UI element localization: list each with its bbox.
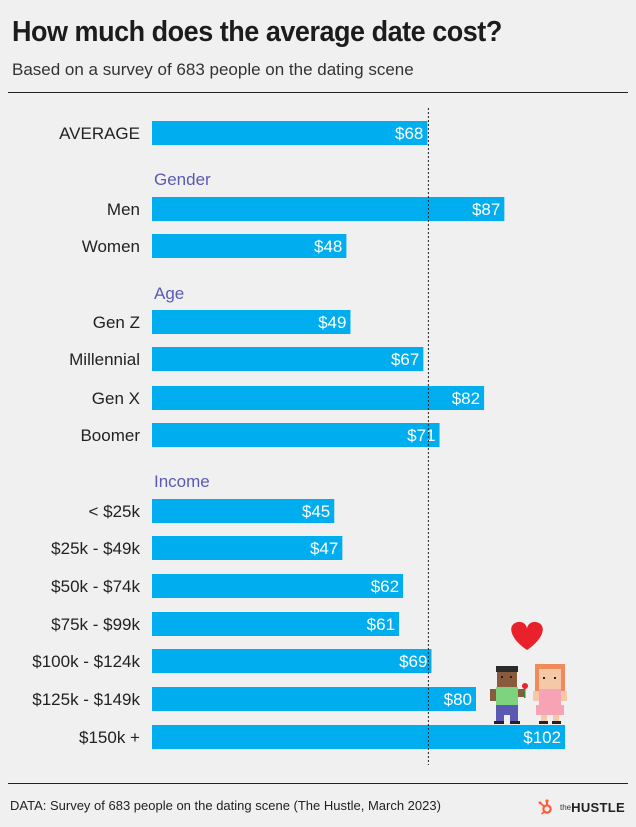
value-label: $61 bbox=[367, 615, 395, 634]
bar bbox=[152, 499, 335, 523]
category-label: $50k - $74k bbox=[51, 577, 140, 596]
chart-subtitle: Based on a survey of 683 people on the d… bbox=[12, 60, 414, 79]
value-label: $102 bbox=[523, 728, 561, 747]
category-label: Boomer bbox=[80, 426, 140, 445]
value-label: $80 bbox=[444, 690, 472, 709]
bar bbox=[152, 386, 485, 410]
couple-illustration bbox=[490, 621, 567, 724]
group-label: Age bbox=[154, 284, 184, 303]
brand-logo: the HUSTLE bbox=[538, 799, 625, 815]
heart-icon bbox=[511, 621, 543, 650]
bar bbox=[152, 687, 476, 711]
category-label: $100k - $124k bbox=[32, 652, 140, 671]
value-label: $47 bbox=[310, 539, 338, 558]
category-label: AVERAGE bbox=[59, 124, 140, 143]
category-label: $25k - $49k bbox=[51, 539, 140, 558]
group-label: Gender bbox=[154, 170, 211, 189]
bar bbox=[152, 310, 351, 334]
group-label: Income bbox=[154, 472, 210, 491]
bar bbox=[152, 725, 566, 749]
value-label: $62 bbox=[371, 577, 399, 596]
value-label: $67 bbox=[391, 350, 419, 369]
value-label: $71 bbox=[407, 426, 435, 445]
brand-prefix: the bbox=[560, 802, 572, 812]
hubspot-sprocket-icon bbox=[538, 799, 552, 815]
category-label: Men bbox=[107, 200, 140, 219]
bar bbox=[152, 423, 440, 447]
bar bbox=[152, 649, 432, 673]
value-label: $48 bbox=[314, 237, 342, 256]
bar bbox=[152, 536, 343, 560]
value-label: $45 bbox=[302, 502, 330, 521]
category-label: Women bbox=[82, 237, 140, 256]
bar bbox=[152, 612, 400, 636]
bar bbox=[152, 121, 428, 145]
girl-figure-icon bbox=[533, 664, 567, 724]
source-note: DATA: Survey of 683 people on the dating… bbox=[10, 798, 441, 813]
top-divider bbox=[8, 92, 628, 93]
category-label: Gen X bbox=[92, 389, 140, 408]
category-label: Gen Z bbox=[93, 313, 140, 332]
category-label: $125k - $149k bbox=[32, 690, 140, 709]
category-label: < $25k bbox=[88, 502, 140, 521]
bar bbox=[152, 234, 347, 258]
bar bbox=[152, 574, 404, 598]
flower-icon bbox=[522, 683, 528, 698]
chart-title: How much does the average date cost? bbox=[12, 16, 502, 48]
bar bbox=[152, 347, 424, 371]
bar bbox=[152, 197, 505, 221]
value-label: $49 bbox=[318, 313, 346, 332]
value-label: $87 bbox=[472, 200, 500, 219]
bottom-divider bbox=[8, 783, 628, 784]
brand-name: HUSTLE bbox=[571, 799, 625, 815]
category-label: $150k + bbox=[79, 728, 140, 747]
value-label: $82 bbox=[452, 389, 480, 408]
category-label: Millennial bbox=[69, 350, 140, 369]
category-label: $75k - $99k bbox=[51, 615, 140, 634]
boy-figure-icon bbox=[490, 666, 524, 724]
value-label: $68 bbox=[395, 124, 423, 143]
value-label: $69 bbox=[399, 652, 427, 671]
